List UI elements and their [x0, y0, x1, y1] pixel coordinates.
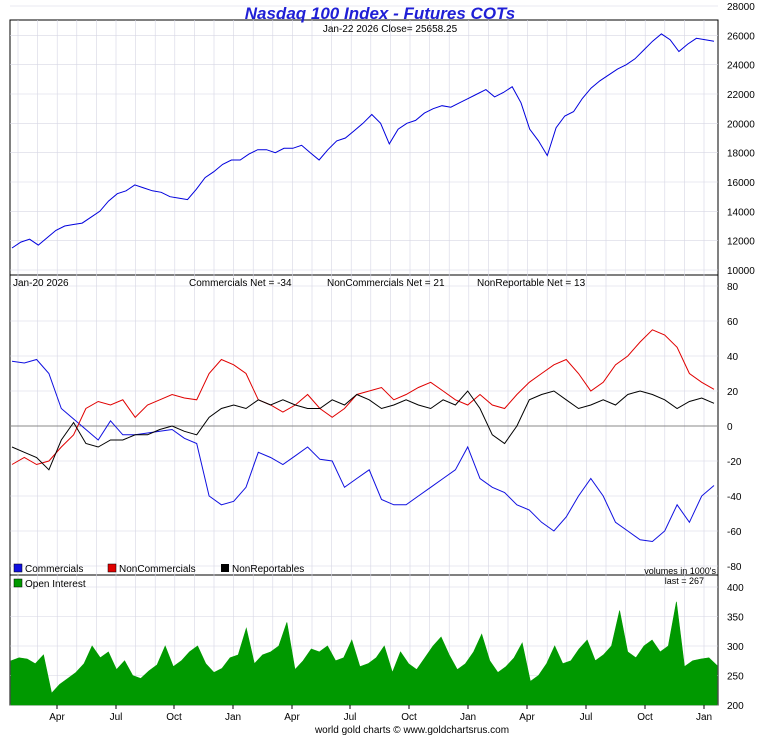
nonreportables-readout: NonReportable Net = 13 [477, 278, 586, 289]
x-tick-label: Jan [225, 712, 241, 723]
cot-panel [9, 274, 719, 576]
series-line-noncommercials [11, 329, 715, 466]
x-tick-label: Oct [401, 712, 417, 723]
chart-subtitle: Jan-22 2026 Close= 25658.25 [323, 24, 458, 35]
series [10, 33, 718, 706]
y-tick-label: 26000 [727, 31, 755, 42]
y-tick-label: 18000 [727, 149, 755, 160]
legend-swatch-nonreportables [221, 564, 229, 572]
y-tick-label: 28000 [727, 2, 755, 13]
y-tick-label: 20000 [727, 119, 755, 130]
x-tick-label: Jan [460, 712, 476, 723]
commercials-readout: Commercials Net = -34 [189, 278, 292, 289]
y-tick-label: 24000 [727, 61, 755, 72]
y-tick-label: 250 [727, 672, 744, 683]
x-tick-label: Jul [344, 712, 357, 723]
x-tick-label: Jul [110, 712, 123, 723]
x-tick-label: Apr [519, 712, 535, 723]
cot-date: Jan-20 2026 [13, 278, 69, 289]
x-tick-label: Oct [637, 712, 653, 723]
series-line-nonreportables [11, 390, 715, 471]
legend-swatch-open-interest [13, 578, 23, 588]
y-tick-label: 40 [727, 352, 739, 363]
units-label: volumes in 1000's [644, 566, 716, 576]
y-tick-label: 0 [727, 422, 733, 433]
x-tick-label: Jan [696, 712, 712, 723]
y-tick-label: -80 [727, 562, 742, 573]
legend-open-interest: Open Interest [25, 579, 86, 590]
y-tick-label: 14000 [727, 207, 755, 218]
y-tick-label: -20 [727, 457, 742, 468]
y-tick-label: 60 [727, 317, 739, 328]
price-line [11, 33, 715, 249]
y-tick-label: 10000 [727, 266, 755, 277]
x-tick-label: Oct [166, 712, 182, 723]
y-tick-label: -40 [727, 492, 742, 503]
axes: Apr Jul Oct Jan Apr Jul Oct Jan Apr Jul Oct Jan 1000… [49, 2, 755, 723]
y-tick-label: 400 [727, 583, 744, 594]
chart-title: Nasdaq 100 Index - Futures COTs [245, 4, 516, 23]
open-interest-last-label: last = 267 [665, 576, 704, 586]
cot-legend: Commercials NonCommercials NonReportable… [13, 563, 716, 576]
x-tick-label: Jul [580, 712, 593, 723]
footer-credit: world gold charts © www.goldchartsrus.co… [314, 725, 509, 735]
y-tick-label: 16000 [727, 178, 755, 189]
y-tick-label: 80 [727, 282, 739, 293]
y-tick-label: 300 [727, 642, 744, 653]
y-tick-label: 200 [727, 701, 744, 712]
price-panel [9, 19, 719, 276]
y-tick-label: 22000 [727, 90, 755, 101]
y-tick-label: 350 [727, 613, 744, 624]
x-tick-label: Apr [284, 712, 300, 723]
y-tick-label: 12000 [727, 237, 755, 248]
legend-nonreportables: NonReportables [232, 564, 304, 575]
y-tick-label: -60 [727, 527, 742, 538]
series-line-commercials [11, 358, 715, 543]
legend-noncommercials: NonCommercials [119, 564, 196, 575]
x-tick-label: Apr [49, 712, 65, 723]
legend-commercials: Commercials [25, 564, 83, 575]
open-interest-area [10, 601, 718, 706]
legend-swatch-commercials [13, 563, 23, 573]
legend-swatch-noncommercials [107, 563, 117, 573]
y-tick-label: 20 [727, 387, 739, 398]
noncommercials-readout: NonCommercials Net = 21 [327, 278, 445, 289]
